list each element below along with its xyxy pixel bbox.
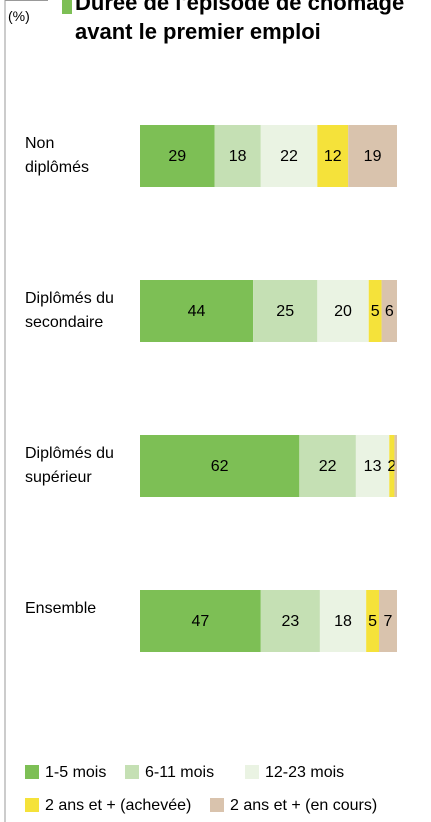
value-label: 12 xyxy=(324,148,342,165)
value-label: 5 xyxy=(368,613,377,630)
legend-label: 1-5 mois xyxy=(45,764,106,781)
legend-swatch xyxy=(245,765,259,779)
bar-segment xyxy=(317,125,349,187)
value-label: 29 xyxy=(168,148,186,165)
value-label: 18 xyxy=(229,148,247,165)
bar-segment xyxy=(394,435,397,497)
bar-segment xyxy=(253,280,318,342)
value-label: 18 xyxy=(334,613,352,630)
legend-label: 2 ans et + (achevée) xyxy=(45,797,191,814)
value-label: 13 xyxy=(364,458,382,475)
bar-segment xyxy=(299,435,356,497)
category-label: Diplômés du secondaire xyxy=(25,290,114,331)
unit-label: (%) xyxy=(8,8,30,24)
category-label: Non diplômés xyxy=(25,135,90,176)
bar-segment xyxy=(140,280,254,342)
title-marker xyxy=(62,0,72,14)
value-label: 5 xyxy=(371,303,380,320)
bar-segment xyxy=(355,435,390,497)
value-label: 44 xyxy=(188,303,206,320)
value-label: 22 xyxy=(319,458,337,475)
legend-swatch xyxy=(25,765,39,779)
value-label: 6 xyxy=(385,303,394,320)
value-label: 47 xyxy=(191,613,209,630)
value-label: 62 xyxy=(211,458,229,475)
value-label: 25 xyxy=(276,303,294,320)
value-label: 19 xyxy=(364,148,382,165)
value-label: 23 xyxy=(281,613,299,630)
bar-segment xyxy=(366,590,380,652)
bar-segment xyxy=(368,280,382,342)
bar-segment xyxy=(389,435,395,497)
bar-segment xyxy=(260,590,320,652)
category-label: Ensemble xyxy=(25,600,97,617)
category-label: Diplômés du supérieur xyxy=(25,445,114,486)
bar-segment xyxy=(140,435,300,497)
chart-title: Durée de l'épisode de chômage avant le p… xyxy=(75,0,405,44)
value-label: 22 xyxy=(280,148,298,165)
bar-segment xyxy=(317,280,369,342)
bar-segment xyxy=(348,125,397,187)
value-label: 7 xyxy=(384,613,393,630)
legend-swatch xyxy=(125,765,139,779)
value-label: 20 xyxy=(334,303,352,320)
bar-segment xyxy=(260,125,318,187)
legend-label: 2 ans et + (en cours) xyxy=(230,797,377,814)
bar-segment xyxy=(381,280,397,342)
bar-segment xyxy=(319,590,367,652)
bar-segment xyxy=(140,590,261,652)
bar-segment xyxy=(140,125,215,187)
legend-swatch xyxy=(25,798,39,812)
legend-swatch xyxy=(210,798,224,812)
bar-segment xyxy=(379,590,397,652)
legend-label: 6-11 mois xyxy=(145,764,214,781)
value-label: 2 xyxy=(387,458,396,475)
bar-segment xyxy=(214,125,261,187)
legend-label: 12-23 mois xyxy=(265,764,344,781)
